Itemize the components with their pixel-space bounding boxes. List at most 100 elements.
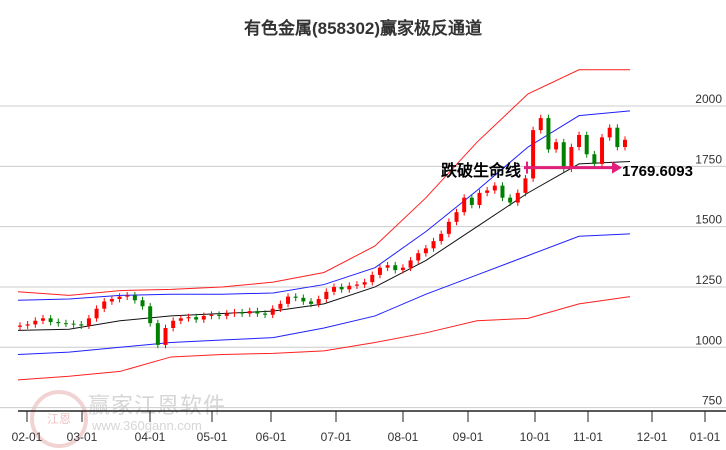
candle xyxy=(270,308,275,315)
candle xyxy=(247,311,252,314)
candle xyxy=(117,296,122,300)
candle xyxy=(71,323,76,325)
candle xyxy=(109,299,114,302)
candle xyxy=(25,324,30,326)
x-tick-label: 08-01 xyxy=(388,430,419,444)
candle xyxy=(18,325,22,327)
candle xyxy=(178,318,183,321)
candle xyxy=(347,285,352,290)
x-tick-label: 11-01 xyxy=(573,430,603,444)
x-tick-label: 03-01 xyxy=(67,430,98,444)
candle xyxy=(339,286,344,290)
y-tick-label: 750 xyxy=(702,394,722,408)
y-tick-label: 2000 xyxy=(695,92,722,106)
candle xyxy=(278,303,283,309)
band-red-upper xyxy=(17,69,630,296)
x-tick-label: 05-01 xyxy=(197,430,228,444)
x-tick-label: 01-01 xyxy=(690,430,721,444)
candle xyxy=(508,197,513,203)
candle xyxy=(546,118,551,150)
candle xyxy=(538,118,543,131)
candle xyxy=(408,260,413,268)
candle xyxy=(600,137,605,164)
candle xyxy=(171,320,176,328)
candle xyxy=(492,185,497,191)
candle xyxy=(240,312,245,314)
candle xyxy=(569,147,574,169)
candle xyxy=(454,212,459,222)
candle xyxy=(79,324,84,326)
candle xyxy=(331,286,336,292)
candle xyxy=(523,178,528,193)
watermark-url: www.360gann.com xyxy=(92,418,202,433)
candle xyxy=(309,301,314,304)
candle xyxy=(431,241,436,249)
candle xyxy=(469,197,474,205)
candle xyxy=(370,274,375,283)
logo-seal: 江恩 xyxy=(30,390,88,448)
x-tick-label: 09-01 xyxy=(453,430,484,444)
candle xyxy=(615,127,620,148)
x-tick-label: 04-01 xyxy=(135,430,166,444)
candle xyxy=(224,313,229,316)
candle xyxy=(385,265,390,268)
candle xyxy=(462,197,467,213)
candle xyxy=(477,192,482,205)
candle xyxy=(201,315,206,320)
candle xyxy=(293,296,298,298)
candle xyxy=(316,299,321,304)
band-red-lower xyxy=(17,296,631,381)
candle xyxy=(623,139,627,148)
candle xyxy=(500,185,505,198)
candle xyxy=(186,317,191,319)
watermark-brand: 赢家江恩软件 xyxy=(88,393,227,418)
candle xyxy=(63,323,68,325)
candle xyxy=(577,134,582,148)
chart-title: 有色金属(858302)赢家极反通道 xyxy=(243,19,483,38)
candle xyxy=(194,317,199,320)
candle xyxy=(592,154,597,164)
candle xyxy=(125,295,130,297)
band-black-mid xyxy=(17,160,631,331)
y-tick-label: 1500 xyxy=(695,213,722,227)
candle xyxy=(446,221,451,234)
x-tick-label: 06-01 xyxy=(256,430,287,444)
x-tick-label: 07-01 xyxy=(321,430,352,444)
candle xyxy=(301,297,306,302)
candle xyxy=(393,265,398,271)
candle xyxy=(94,308,99,319)
candle xyxy=(155,323,160,345)
candle xyxy=(416,253,421,261)
candle xyxy=(485,190,490,193)
y-tick-label: 1000 xyxy=(695,333,722,347)
candle xyxy=(86,318,91,326)
candle xyxy=(163,327,168,345)
candle xyxy=(584,134,589,155)
candle xyxy=(33,320,38,325)
candle xyxy=(554,142,559,150)
annotation-label: 跌破生命线 xyxy=(441,161,521,180)
candle xyxy=(263,313,268,315)
candle xyxy=(140,300,145,307)
candle xyxy=(102,301,107,309)
candle xyxy=(209,314,214,316)
annotation-value: 1769.6093 xyxy=(622,163,693,180)
candle xyxy=(400,267,405,271)
candle xyxy=(286,296,291,304)
candle xyxy=(607,127,612,138)
candle xyxy=(255,311,260,314)
y-tick-label: 1250 xyxy=(695,273,722,287)
x-tick-label: 02-01 xyxy=(12,430,43,444)
x-tick-label: 12-01 xyxy=(637,430,668,444)
candle xyxy=(217,314,222,316)
candle xyxy=(324,291,329,300)
candle xyxy=(56,321,61,324)
candle xyxy=(148,306,153,324)
band-blue-upper xyxy=(17,110,631,301)
candle xyxy=(232,312,237,314)
candle xyxy=(423,248,428,254)
candle xyxy=(515,192,520,203)
candle xyxy=(439,233,444,242)
